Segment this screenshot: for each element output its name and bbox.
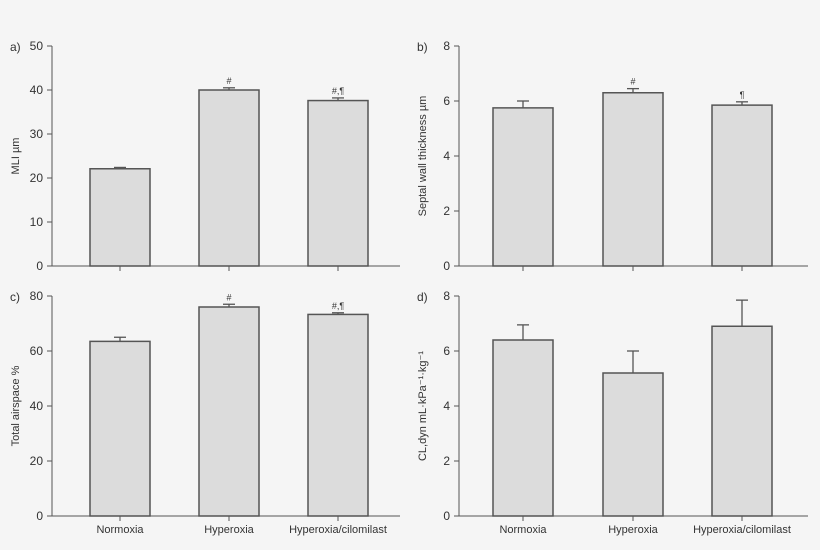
panel-b: b) 0 2 4 6 8 Septal wall thickness µm # ¶ bbox=[417, 39, 808, 273]
bar-hyperoxia-cilomilast bbox=[307, 313, 369, 517]
y-tick-label: 8 bbox=[443, 39, 450, 53]
panel-a: a) 0 10 20 30 40 50 MLI µm # #,¶ bbox=[10, 39, 400, 273]
y-tick-label: 2 bbox=[443, 204, 450, 218]
y-tick-label: 40 bbox=[30, 83, 44, 97]
y-tick-label: 4 bbox=[443, 399, 450, 413]
y-axis-label: Total airspace % bbox=[10, 365, 22, 446]
bar-normoxia bbox=[492, 339, 554, 517]
y-axis-label: Septal wall thickness µm bbox=[417, 96, 429, 217]
y-axis-label: MLI µm bbox=[10, 138, 22, 175]
significance-mark: #,¶ bbox=[332, 86, 345, 96]
y-tick-label: 40 bbox=[30, 399, 44, 413]
y-tick-label: 0 bbox=[36, 259, 43, 273]
y-axis-label: CL,dyn mL·kPa⁻¹·kg⁻¹ bbox=[417, 351, 429, 461]
significance-mark: ¶ bbox=[740, 90, 745, 100]
y-tick-label: 60 bbox=[30, 344, 44, 358]
significance-mark: # bbox=[630, 77, 635, 87]
bar-hyperoxia-cilomilast bbox=[307, 99, 369, 267]
y-tick-label: 50 bbox=[30, 39, 44, 53]
x-tick-label: Hyperoxia bbox=[204, 524, 254, 536]
bar-hyperoxia bbox=[602, 372, 664, 517]
x-tick-label: Normoxia bbox=[499, 524, 547, 536]
y-tick-label: 80 bbox=[30, 289, 44, 303]
y-tick-label: 4 bbox=[443, 149, 450, 163]
y-tick-label: 0 bbox=[443, 509, 450, 523]
panel-d: d) 0 2 4 6 8 CL,dyn mL·kPa⁻¹·kg⁻¹ Normoxia Hyper… bbox=[417, 289, 808, 536]
bar-hyperoxia bbox=[602, 92, 664, 267]
x-tick-label: Hyperoxia/cilomilast bbox=[289, 524, 387, 536]
bar-hyperoxia-cilomilast bbox=[711, 104, 773, 267]
significance-mark: #,¶ bbox=[332, 301, 345, 311]
significance-mark: # bbox=[226, 76, 231, 86]
bar-normoxia bbox=[492, 107, 554, 267]
bar-hyperoxia-cilomilast bbox=[711, 325, 773, 517]
significance-mark: # bbox=[226, 292, 231, 302]
y-tick-label: 2 bbox=[443, 454, 450, 468]
panel-label: d) bbox=[417, 290, 428, 304]
panel-label: c) bbox=[10, 290, 20, 304]
y-tick-label: 20 bbox=[30, 171, 44, 185]
panel-label: a) bbox=[10, 40, 21, 54]
y-tick-label: 0 bbox=[36, 509, 43, 523]
panel-label: b) bbox=[417, 40, 428, 54]
bar-normoxia bbox=[89, 168, 151, 267]
y-tick-label: 10 bbox=[30, 215, 44, 229]
y-tick-label: 30 bbox=[30, 127, 44, 141]
y-tick-label: 20 bbox=[30, 454, 44, 468]
bar-hyperoxia bbox=[198, 306, 260, 517]
y-tick-label: 8 bbox=[443, 289, 450, 303]
panel-c: c) 0 20 40 60 80 Total airspace % Normoxia # Hype… bbox=[10, 289, 400, 536]
bar-hyperoxia bbox=[198, 89, 260, 267]
bar-normoxia bbox=[89, 340, 151, 517]
y-tick-label: 6 bbox=[443, 344, 450, 358]
y-tick-label: 6 bbox=[443, 94, 450, 108]
x-tick-label: Hyperoxia bbox=[608, 524, 658, 536]
x-tick-label: Hyperoxia/cilomilast bbox=[693, 524, 791, 536]
y-tick-label: 0 bbox=[443, 259, 450, 273]
x-tick-label: Normoxia bbox=[96, 524, 144, 536]
